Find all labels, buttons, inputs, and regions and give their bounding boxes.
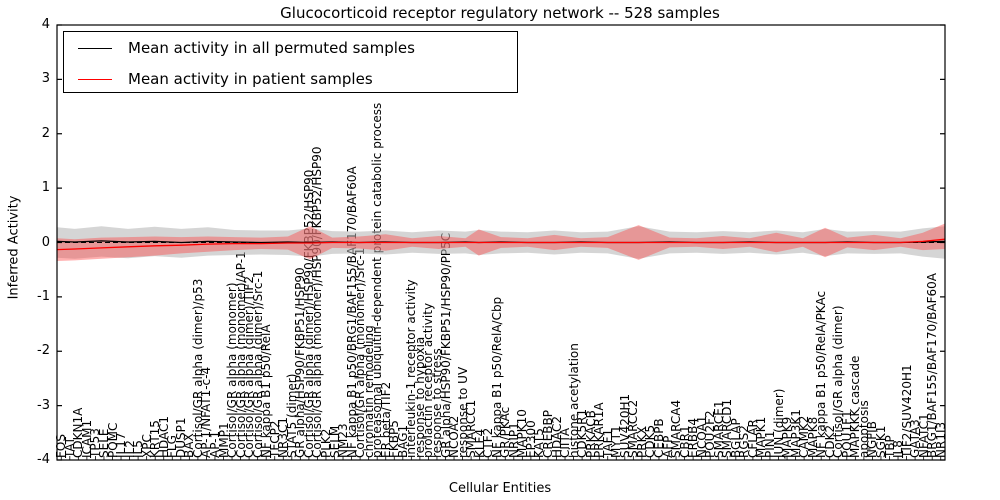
y-tick-label: 3: [41, 71, 50, 87]
y-tick-label: -2: [37, 343, 50, 359]
y-tick-label: 2: [41, 125, 50, 141]
y-axis-label: Inferred Activity: [6, 195, 22, 300]
patient-line-sample: [78, 78, 112, 80]
legend: Mean activity in all permuted samples Me…: [63, 31, 518, 93]
y-tick-label: 1: [41, 180, 50, 196]
y-tick-label: 4: [41, 17, 50, 32]
y-tick-label: -3: [37, 397, 50, 413]
y-tick-label: 0: [41, 234, 50, 250]
legend-entry-permuted: Mean activity in all permuted samples: [64, 33, 517, 63]
legend-label: Mean activity in patient samples: [128, 70, 373, 88]
patient-mean-line: [56, 238, 946, 251]
y-tick-label: -4: [37, 452, 50, 467]
legend-entry-patient: Mean activity in patient samples: [64, 64, 517, 94]
permuted-line-sample: [78, 47, 112, 49]
y-tick-label: -1: [37, 288, 50, 304]
x-axis-label: Cellular Entities: [448, 481, 552, 496]
legend-label: Mean activity in all permuted samples: [128, 39, 415, 57]
chart-title: Glucocorticoid receptor regulatory netwo…: [280, 4, 720, 22]
